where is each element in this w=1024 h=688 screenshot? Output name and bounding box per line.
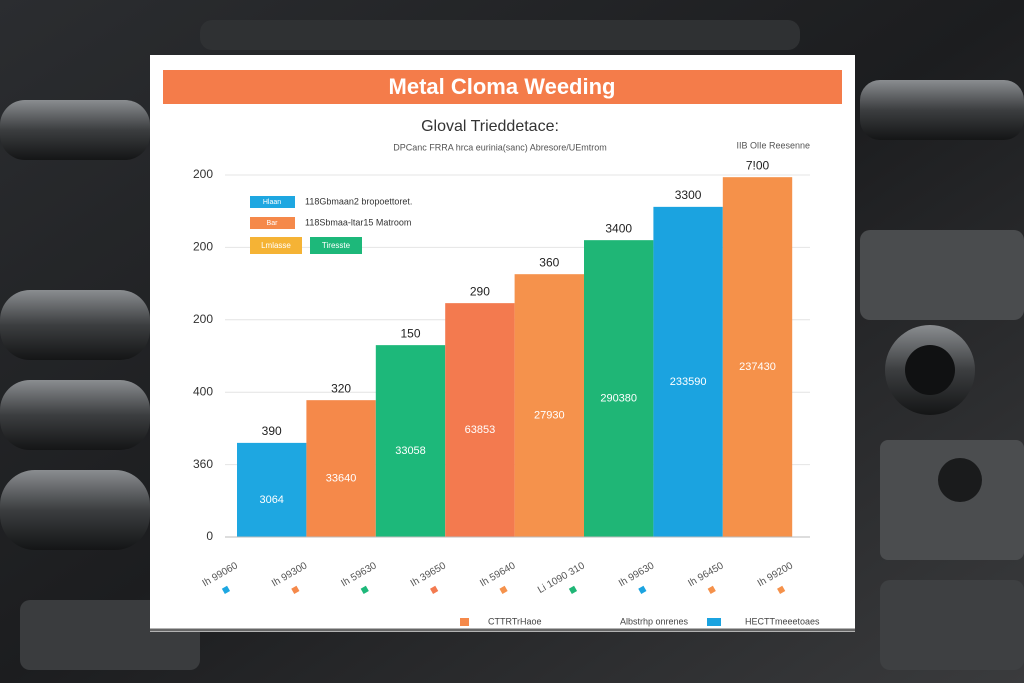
x-tick-swatch [291,585,300,594]
x-tick-swatch [777,585,786,594]
y-tick-label: 0 [206,529,213,543]
bar [375,345,446,537]
y-tick-label: 200 [193,167,213,181]
inner-label: 63853 [465,424,496,436]
legend-key: Bar [267,220,279,227]
inner-label: 233590 [670,376,707,388]
y-tick-label: 400 [193,384,213,398]
bar [722,177,793,537]
corner-note: IIB OlIe Reesenne [736,140,810,150]
inner-label: 3064 [259,494,283,506]
x-tick-swatch [430,585,439,594]
footer-label: Albstrhp onrenes [620,616,689,626]
legend-swatch [250,196,295,208]
y-tick-label: 360 [193,457,213,471]
x-tick-swatch [707,585,716,594]
inner-label: 33640 [326,472,357,484]
footer-swatch [707,618,721,626]
background-machinery [0,20,1024,670]
bar-label: 290 [470,284,490,298]
legend-swatch [310,237,362,254]
chart-note: DPCanc FRRA hrca eurinia(sanc) Abresore/… [393,142,607,152]
bar-label: 150 [400,326,420,340]
bar-label: 7!00 [746,158,770,172]
bar [237,442,307,537]
inner-label: 33058 [395,445,426,457]
bar-label: 320 [331,381,351,395]
y-tick-label: 200 [193,240,213,254]
legend-swatch [250,237,302,254]
legend-label: 118Sbmaa-ltar15 Matroom [305,217,411,227]
legend-swatch [250,217,295,229]
inner-label: 27930 [534,410,565,422]
x-tick-swatch [568,585,578,594]
bar [445,303,515,537]
footer-swatch [460,618,469,626]
x-tick-swatch [221,585,231,594]
chart-subtitle: Gloval Trieddetace: [421,118,559,135]
legend-label: 118Gbmaan2 bropoettoret. [305,196,412,206]
bar [514,274,584,537]
x-tick-swatch [499,585,508,594]
bar-label: 360 [539,255,559,269]
x-tick-swatch [360,585,369,594]
inner-label: 290380 [600,392,637,404]
bar-label: 3300 [675,188,702,202]
bar [306,400,376,537]
bar [653,206,723,537]
footer-label: HECTTmeeetoaes [745,616,820,626]
footer-label: CTTRTrHaoe [488,616,542,626]
x-tick-swatch [638,585,647,594]
y-tick-label: 200 [193,312,213,326]
legend-key: Tiresste [322,241,351,250]
legend-key: Hlaan [263,199,281,206]
chart-title: Metal Cloma Weeding [389,74,616,99]
inner-label: 237430 [739,361,776,373]
bar [584,240,654,537]
bar-label: 390 [262,424,282,438]
title-bar [163,70,842,104]
legend-key: Lmlasse [261,241,291,250]
bar-label: 3400 [605,221,632,235]
